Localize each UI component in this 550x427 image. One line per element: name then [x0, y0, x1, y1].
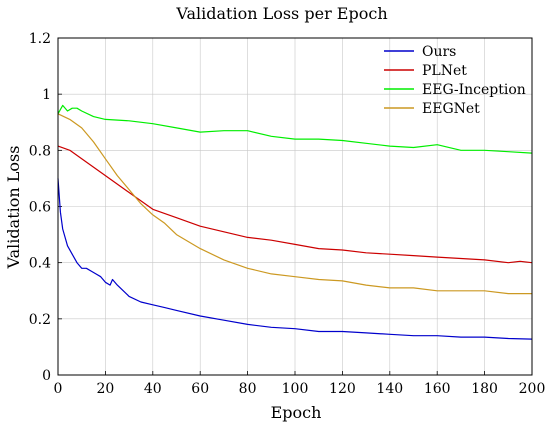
y-tick-label: 0.8 [29, 143, 51, 159]
x-axis-label: Epoch [271, 403, 322, 422]
series-line-plnet [57, 145, 533, 264]
x-tick-label: 100 [282, 381, 309, 397]
legend-label-ours: Ours [422, 44, 456, 60]
y-axis-label: Validation Loss [4, 146, 23, 270]
x-tick-label: 40 [144, 381, 162, 397]
y-tick-label: 0 [42, 368, 51, 384]
y-tick-label: 0.4 [29, 256, 51, 272]
series-line-eeg-inception [57, 104, 533, 154]
x-tick-label: 60 [191, 381, 209, 397]
x-tick-label: 160 [424, 381, 451, 397]
x-tick-label: 200 [519, 381, 546, 397]
y-tick-label: 0.2 [29, 312, 51, 328]
chart-title: Validation Loss per Epoch [175, 4, 387, 23]
legend-label-plnet: PLNet [422, 63, 467, 79]
x-tick-label: 80 [239, 381, 257, 397]
axis-ticks: 0 20 40 60 80 100 120 140 160 180 200 0 0.2 0.4 0.6 0.8… [29, 31, 546, 397]
x-tick-label: 120 [329, 381, 356, 397]
plot-frame [57, 37, 533, 376]
x-tick-label: 20 [96, 381, 114, 397]
series-line-ours [57, 178, 533, 340]
y-tick-label: 1.2 [29, 31, 51, 47]
series-line-eegnet [57, 113, 532, 295]
series-lines [57, 104, 533, 340]
legend-label-eeg-inception: EEG-Inception [422, 82, 526, 98]
x-tick-label: 0 [54, 381, 63, 397]
x-tick-label: 180 [471, 381, 498, 397]
legend-label-eegnet: EEGNet [422, 101, 480, 117]
y-tick-label: 1 [42, 87, 51, 103]
y-tick-label: 0.6 [29, 200, 51, 216]
x-tick-label: 140 [376, 381, 403, 397]
legend: Ours PLNet EEG-Inception EEGNet [384, 44, 526, 117]
